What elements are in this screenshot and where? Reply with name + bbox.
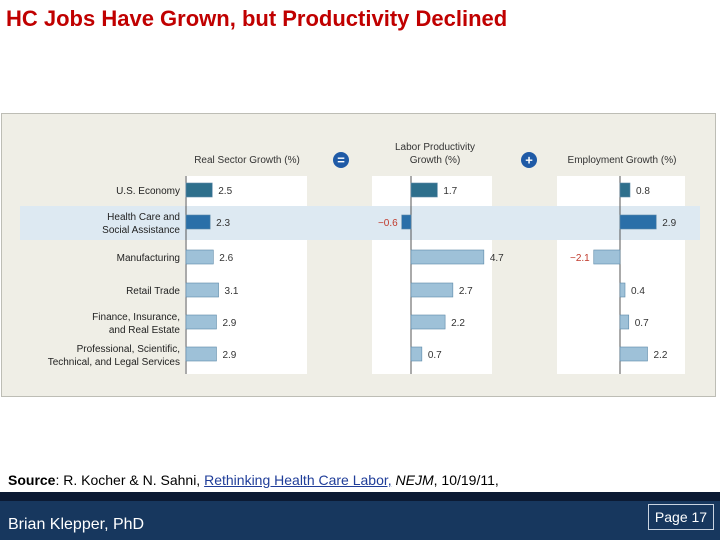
data-label: 3.1 [225,286,239,297]
data-label: 2.9 [662,218,676,229]
bar [619,214,657,230]
bar [410,314,446,330]
operator-sign-2: + [525,153,533,168]
bar [185,346,217,362]
operator-circle-2 [521,152,537,168]
series-header-3: Employment Growth (%) [568,155,677,166]
bar [410,346,423,362]
bar [619,282,626,298]
bar [185,214,211,230]
series-header-1: Real Sector Growth (%) [194,155,300,166]
bar [410,182,438,198]
operator-sign-1: = [337,153,345,168]
category-label: Manufacturing [117,253,180,264]
page-number: Page 17 [648,504,714,530]
source-citation: Source: R. Kocher & N. Sahni, Rethinking… [8,472,499,488]
bar [410,282,454,298]
category-label: and Real Estate [109,325,181,336]
category-label: U.S. Economy [116,186,180,197]
column-panel-1 [185,176,307,374]
category-label: Professional, Scientific, [77,344,180,355]
bar [185,249,214,265]
footer-bar: Brian Klepper, PhD Page 17 [0,492,720,540]
bar [619,346,648,362]
data-label: 0.7 [635,318,649,329]
data-label: 0.4 [631,286,645,297]
presenter-name: Brian Klepper, PhD [8,516,145,533]
data-label: 2.2 [451,318,465,329]
data-label: 1.7 [443,186,457,197]
category-label: Social Assistance [102,225,180,236]
bar [401,214,412,230]
data-label: 2.9 [222,318,236,329]
column-panel-3 [557,176,685,374]
source-journal: NEJM [391,472,434,488]
operator-circle-1 [333,152,349,168]
data-label: 2.7 [459,286,473,297]
source-authors: : R. Kocher & N. Sahni, [55,472,205,488]
category-label: Health Care and [107,212,180,223]
data-label: −2.1 [570,253,590,264]
highlight-band [20,206,700,240]
bar [619,182,631,198]
source-date: , 10/19/11, [433,472,499,488]
data-label: 0.7 [428,350,442,361]
data-label: 2.3 [216,218,230,229]
bar [619,314,630,330]
chart-panel: Real Sector Growth (%) Labor Productivity… [1,113,716,397]
category-label: Retail Trade [126,286,180,297]
series-header-2: Growth (%) [410,155,461,166]
footer-rule [0,492,720,501]
source-label: Source [8,472,56,488]
data-label: 4.7 [490,253,504,264]
data-label: 2.6 [219,253,233,264]
bar [185,282,219,298]
growth-chart: Real Sector Growth (%) Labor Productivity… [20,142,700,374]
data-label: 0.8 [636,186,650,197]
bar [185,182,213,198]
slide-title: HC Jobs Have Grown, but Productivity Dec… [6,6,508,31]
data-label: 2.5 [218,186,232,197]
data-label: 2.2 [654,350,668,361]
column-panel-2 [372,176,492,374]
series-header-2: Labor Productivity [395,142,475,153]
source-article-link[interactable]: Rethinking Health Care Labor, [204,472,392,488]
bar [593,249,621,265]
bar [410,249,485,265]
data-label: −0.6 [378,218,398,229]
data-label: 2.9 [222,350,236,361]
bar [185,314,217,330]
category-label: Finance, Insurance, [92,312,180,323]
category-label: Technical, and Legal Services [48,357,180,368]
